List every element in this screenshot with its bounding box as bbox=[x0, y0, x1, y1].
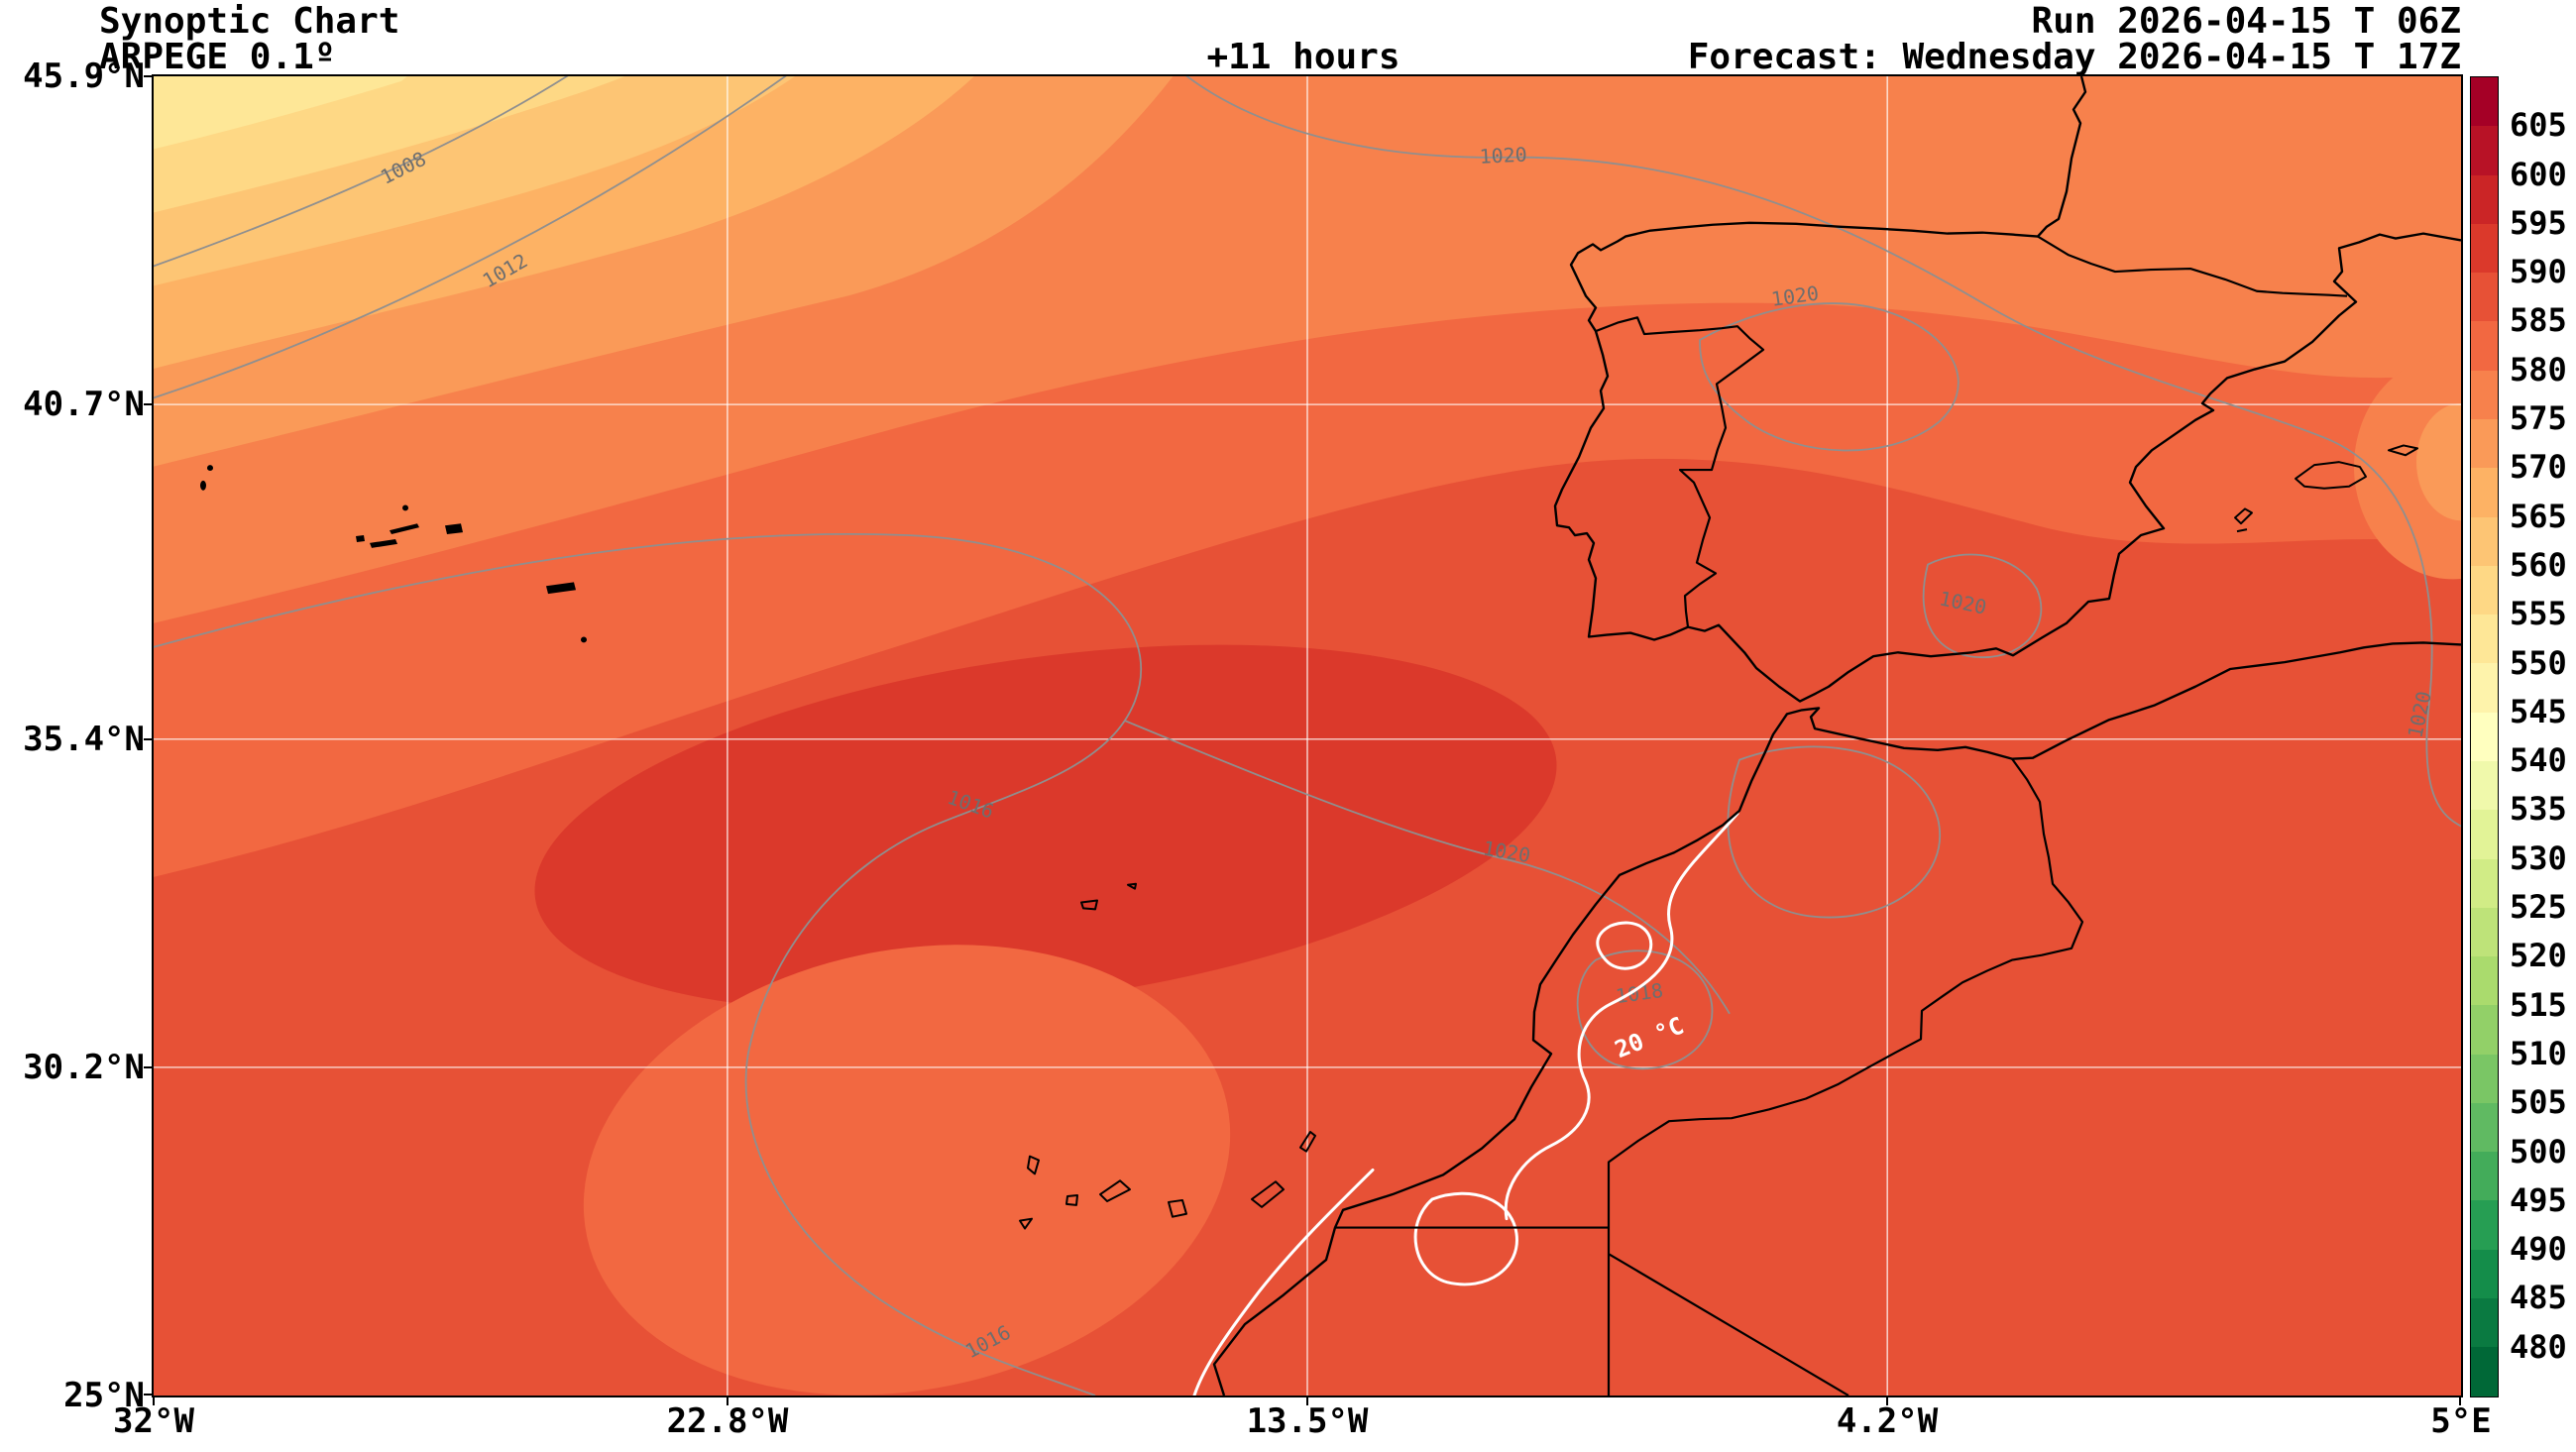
islands-azores bbox=[200, 465, 587, 643]
colorbar-tick-label: 540 bbox=[2510, 741, 2567, 780]
colorbar-tick-label: 510 bbox=[2510, 1034, 2567, 1072]
colorbar-cell bbox=[2471, 956, 2498, 1006]
colorbar bbox=[2470, 76, 2499, 1397]
colorbar-tick-label: 505 bbox=[2510, 1083, 2567, 1122]
colorbar-cell bbox=[2471, 712, 2498, 761]
colorbar-cell bbox=[2471, 1298, 2498, 1348]
lon-tick-label: 32°W bbox=[113, 1401, 194, 1441]
colorbar-cell bbox=[2471, 1054, 2498, 1103]
lon-tick-label: 4.2°W bbox=[1836, 1401, 1939, 1441]
y-tickmark bbox=[144, 403, 152, 405]
lead-time-label: +11 hours bbox=[1206, 37, 1400, 77]
page-title: Synoptic Chart bbox=[99, 1, 400, 42]
colorbar-cell bbox=[2471, 1102, 2498, 1153]
coastlines bbox=[1212, 75, 2462, 1396]
colorbar-tick-label: 545 bbox=[2510, 692, 2567, 730]
synoptic-map: 1008 1012 1016 1016 1020 1020 1020 1020 … bbox=[151, 73, 2552, 1397]
x-tickmark bbox=[727, 1397, 728, 1405]
x-tickmark bbox=[1886, 1397, 1888, 1405]
country-borders bbox=[1335, 235, 2348, 1396]
colorbar-cell bbox=[2471, 1249, 2498, 1299]
colorbar-tick-label: 535 bbox=[2510, 790, 2567, 829]
colorbar-cell bbox=[2471, 1005, 2498, 1055]
y-tickmark bbox=[144, 1394, 152, 1396]
colorbar-cell bbox=[2471, 126, 2498, 175]
colorbar-tick-label: 525 bbox=[2510, 888, 2567, 927]
map-panel: 1008 1012 1016 1016 1020 1020 1020 1020 … bbox=[151, 73, 2552, 1397]
isobar-label: 1020 bbox=[1479, 144, 1527, 168]
colorbar-tick-label: 480 bbox=[2510, 1327, 2567, 1366]
colorbar-cell bbox=[2471, 516, 2498, 566]
x-tickmark bbox=[153, 1397, 155, 1405]
y-tickmark bbox=[144, 75, 152, 77]
colorbar-tick-label: 550 bbox=[2510, 643, 2567, 682]
colorbar-tick-label: 585 bbox=[2510, 301, 2567, 340]
colorbar-tick-label: 500 bbox=[2510, 1132, 2567, 1171]
lat-tick-label: 30.2°N bbox=[23, 1048, 145, 1087]
colorbar-tick-label: 490 bbox=[2510, 1230, 2567, 1269]
y-tickmark bbox=[144, 738, 152, 740]
islands bbox=[1019, 444, 2418, 1230]
colorbar-cell bbox=[2471, 1152, 2498, 1201]
colorbar-tick-label: 575 bbox=[2510, 399, 2567, 438]
model-label: ARPEGE 0.1º bbox=[99, 37, 336, 77]
colorbar-cell bbox=[2471, 468, 2498, 517]
colorbar-tick-label: 580 bbox=[2510, 350, 2567, 389]
lat-tick-label: 25°N bbox=[63, 1376, 145, 1415]
colorbar-tick-label: 530 bbox=[2510, 838, 2567, 877]
grid-lines bbox=[154, 76, 2461, 1396]
colorbar-tick-label: 600 bbox=[2510, 155, 2567, 193]
colorbar-cell bbox=[2471, 273, 2498, 322]
colorbar-tick-label: 570 bbox=[2510, 448, 2567, 487]
colorbar-tick-label: 595 bbox=[2510, 203, 2567, 242]
colorbar-tick-label: 565 bbox=[2510, 497, 2567, 535]
colorbar-cell bbox=[2471, 907, 2498, 957]
isobar-contours bbox=[151, 73, 2462, 1396]
colorbar-cell bbox=[2471, 418, 2498, 469]
colorbar-tick-label: 485 bbox=[2510, 1279, 2567, 1317]
colorbar-cell bbox=[2471, 858, 2498, 908]
colorbar-cell bbox=[2471, 565, 2498, 615]
lat-tick-label: 40.7°N bbox=[23, 385, 145, 424]
lat-tick-label: 45.9°N bbox=[23, 56, 145, 96]
colorbar-tick-label: 515 bbox=[2510, 985, 2567, 1024]
lon-tick-label: 5°E bbox=[2430, 1401, 2492, 1441]
colorbar-cell bbox=[2471, 174, 2498, 224]
colorbar-tick-label: 560 bbox=[2510, 545, 2567, 584]
lat-tick-label: 35.4°N bbox=[23, 720, 145, 759]
colorbar-tick-label: 555 bbox=[2510, 595, 2567, 633]
colorbar-cell bbox=[2471, 1200, 2498, 1250]
lon-tick-label: 13.5°W bbox=[1246, 1401, 1369, 1441]
colorbar-cell bbox=[2471, 614, 2498, 664]
run-label: Run 2026-04-15 T 06Z bbox=[2031, 1, 2461, 42]
x-tickmark bbox=[2459, 1397, 2461, 1405]
colorbar-cell bbox=[2471, 810, 2498, 859]
colorbar-cell bbox=[2471, 370, 2498, 419]
x-tickmark bbox=[1306, 1397, 1308, 1405]
colorbar-cell bbox=[2471, 760, 2498, 811]
isotherm-contours bbox=[1192, 812, 1739, 1397]
colorbar-cell bbox=[2471, 77, 2498, 127]
lon-tick-label: 22.8°W bbox=[666, 1401, 789, 1441]
colorbar-tick-label: 495 bbox=[2510, 1180, 2567, 1219]
colorbar-tick-label: 520 bbox=[2510, 937, 2567, 975]
colorbar-cell bbox=[2471, 663, 2498, 713]
colorbar-cell bbox=[2471, 321, 2498, 371]
colorbar-cell bbox=[2471, 1347, 2498, 1396]
forecast-label: Forecast: Wednesday 2026-04-15 T 17Z bbox=[1687, 37, 2461, 77]
colorbar-cell bbox=[2471, 223, 2498, 274]
colorbar-tick-label: 605 bbox=[2510, 106, 2567, 145]
colorbar-tick-label: 590 bbox=[2510, 253, 2567, 291]
y-tickmark bbox=[144, 1066, 152, 1068]
